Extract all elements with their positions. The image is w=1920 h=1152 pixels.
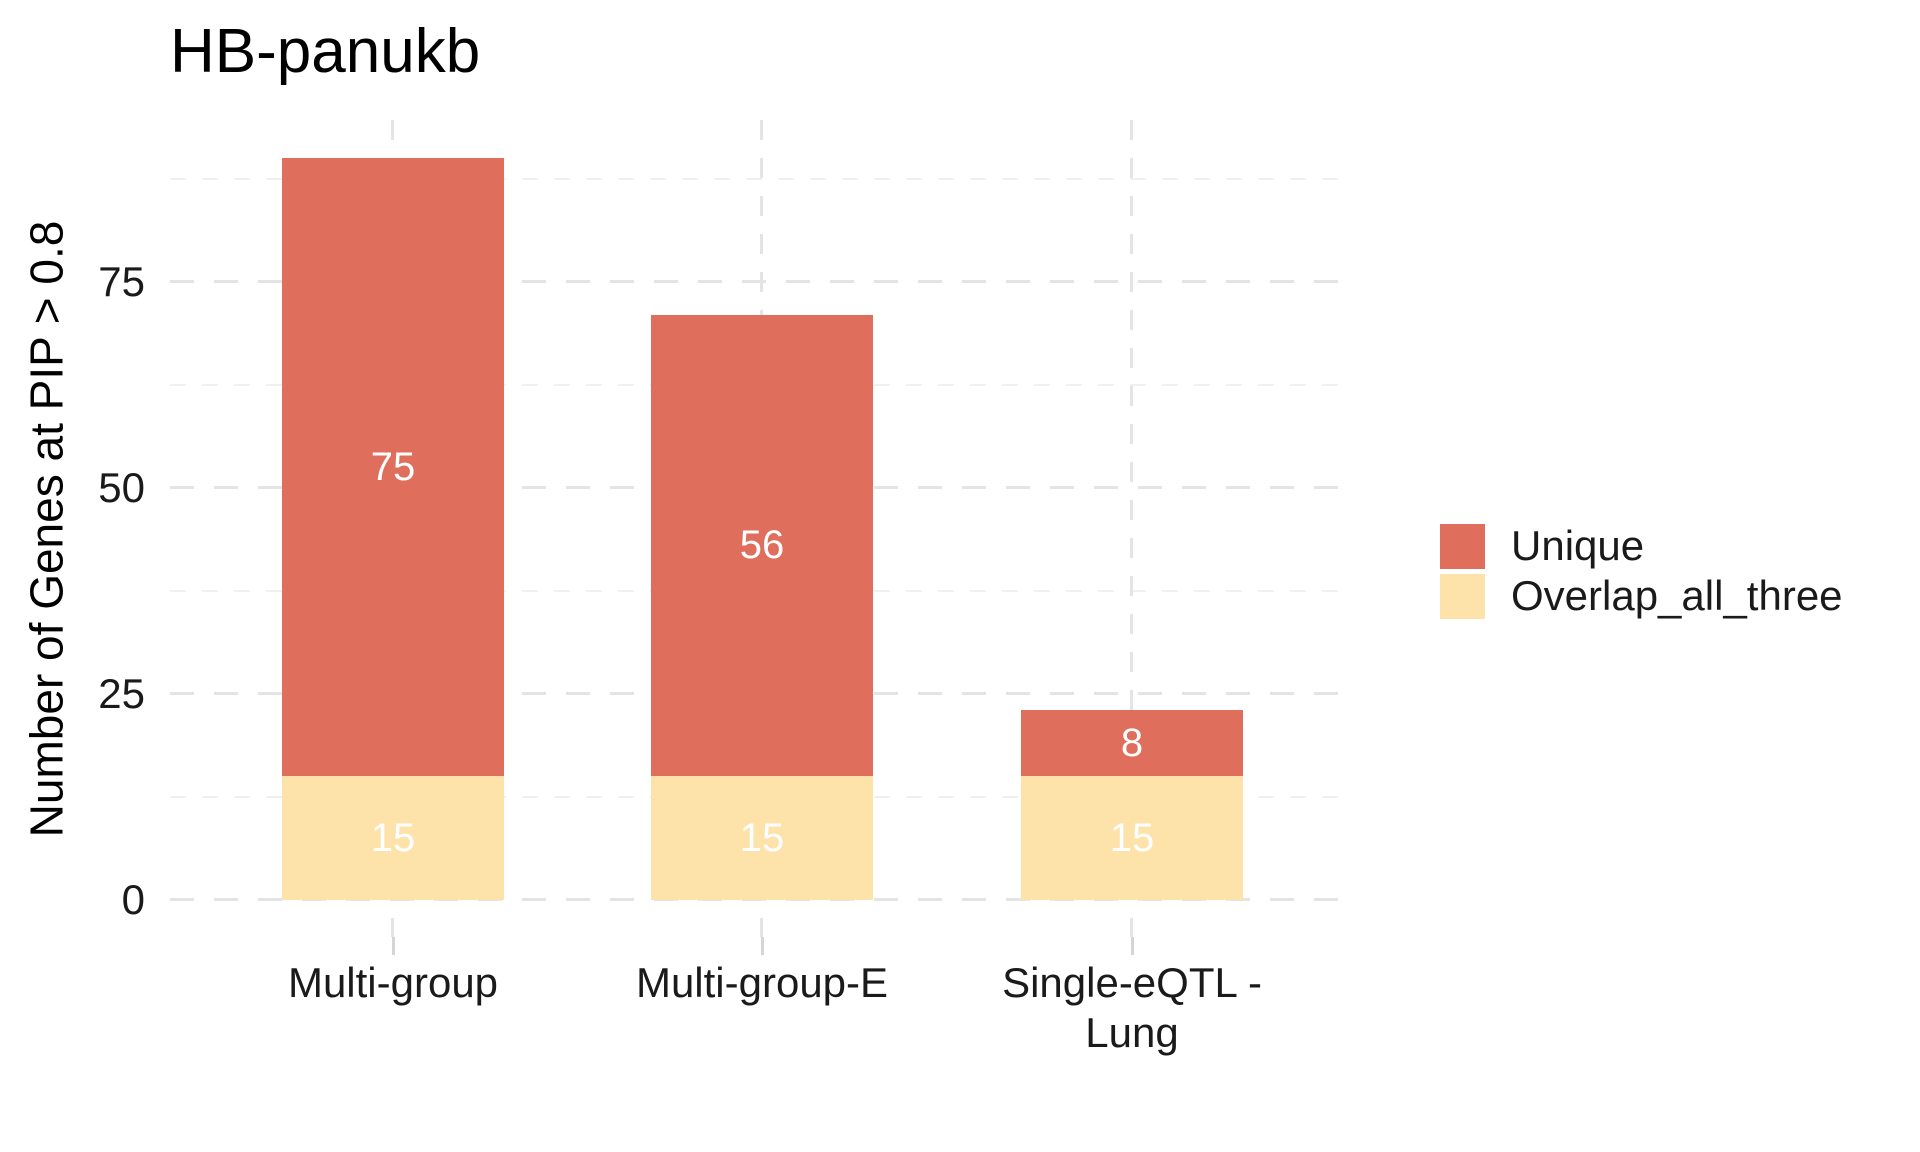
bar-value-label: 15 xyxy=(370,816,416,861)
legend-label: Overlap_all_three xyxy=(1511,572,1843,619)
chart-title: HB-panukb xyxy=(170,17,481,86)
bar-value-label: 8 xyxy=(1120,721,1144,766)
x-axis-label: Single-eQTL - Lung xyxy=(912,958,1352,1058)
legend-label: Unique xyxy=(1511,522,1645,569)
y-axis-label: 75 xyxy=(98,257,145,305)
x-axis-label: Multi-group xyxy=(173,958,613,1008)
x-axis-label-line: Single-eQTL - xyxy=(1002,959,1262,1006)
bar-segment xyxy=(651,776,873,900)
legend-item: Overlap_all_three xyxy=(1440,573,1843,619)
y-axis-label: 25 xyxy=(98,669,145,717)
x-axis-tick xyxy=(391,937,395,955)
bar-segment xyxy=(1021,776,1243,900)
y-axis-title-text: Number of Genes at PIP > 0.8 xyxy=(20,220,73,837)
legend-swatch-overlap_all_three xyxy=(1440,573,1485,619)
plot-panel: 15 75 15 56 15 8 xyxy=(170,120,1350,937)
y-axis-label: 50 xyxy=(98,463,145,511)
legend-swatch-unique xyxy=(1440,523,1485,569)
y-axis-title: Number of Genes at PIP > 0.8 xyxy=(10,120,82,937)
x-axis-label-line: Multi-group-E xyxy=(635,959,889,1006)
bar-segment xyxy=(282,776,504,900)
x-axis-label-line: Multi-group xyxy=(287,959,499,1006)
legend: Unique Overlap_all_three xyxy=(1440,523,1843,623)
bar-segment xyxy=(282,158,504,777)
bar-segment xyxy=(1021,710,1243,777)
x-axis-tick xyxy=(1130,937,1134,955)
bar-value-label: 15 xyxy=(739,816,785,861)
bar-value-label: 15 xyxy=(1109,816,1155,861)
x-axis-label-line: Lung xyxy=(1085,1009,1179,1056)
legend-item: Unique xyxy=(1440,523,1843,569)
bar-value-label: 75 xyxy=(370,445,416,490)
bar-value-label: 56 xyxy=(739,523,785,568)
bar-segment xyxy=(651,314,873,777)
x-axis-tick xyxy=(760,937,764,955)
x-axis-label: Multi-group-E xyxy=(542,958,982,1008)
gridline-vertical xyxy=(1130,120,1133,937)
y-axis-label: 0 xyxy=(121,876,145,923)
